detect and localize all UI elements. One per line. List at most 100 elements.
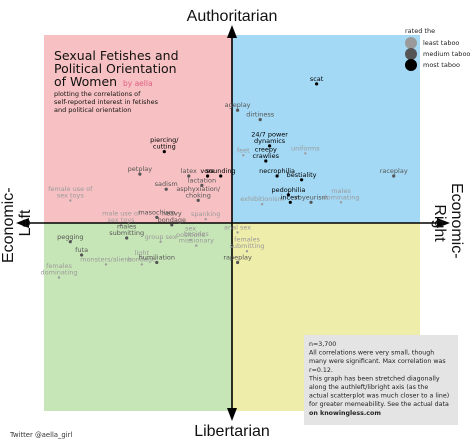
arrow-up-icon xyxy=(227,25,237,38)
point-label-futa: futa xyxy=(75,246,88,254)
axis-label-bottom: Libertarian xyxy=(194,423,270,440)
note-box: n=3,700 All correlations were very small,… xyxy=(304,335,458,425)
point-raceplay xyxy=(392,174,396,178)
point-label-24-7-power-dynamics: 24/7 power dynamics xyxy=(251,130,288,145)
point-asphyxiation-choking xyxy=(196,198,200,202)
legend: rated the least taboo medium taboo most … xyxy=(405,27,470,71)
note-line: n=3,700 xyxy=(309,341,336,348)
arrow-right-icon xyxy=(437,218,450,228)
point-label-females-dominating: females dominating xyxy=(41,262,78,277)
point-scat xyxy=(315,82,319,86)
point-uniforms xyxy=(304,152,307,155)
point-voyeurism xyxy=(309,200,313,204)
point-males-submitting xyxy=(125,236,129,240)
point-vore xyxy=(206,174,210,178)
point-creepy-crawlies xyxy=(264,159,268,163)
point-label-monsters-aliens: monsters/aliens xyxy=(80,255,132,263)
legend-label-least: least taboo xyxy=(423,39,459,47)
data-points: scat ageplay dirtiness 24/7 power dynamicsun… xyxy=(41,75,408,279)
point-label-vore: vore xyxy=(200,167,214,175)
point-label-females-submitting: females submitting xyxy=(230,236,265,251)
axis-label-right-line1: Economic- xyxy=(448,183,465,259)
point-petplay xyxy=(138,172,142,176)
legend-marker-medium xyxy=(405,48,417,60)
point-label-pedophilia: pedophilia xyxy=(271,186,305,194)
point-label-humiliation: humiliation xyxy=(139,254,175,262)
point-label-group-sex: group sex xyxy=(145,233,177,241)
point-label-anal-sex: anal sex xyxy=(224,223,251,231)
point-rapeplay xyxy=(236,260,240,265)
axis-label-right: Economic- Right xyxy=(431,183,465,263)
legend-label-medium: medium taboo xyxy=(423,50,470,58)
point-label-sadism: sadism xyxy=(155,180,178,188)
chart-subtitle-line2: self-reported interest in fetishes xyxy=(54,98,159,106)
chart-title-line1: Sexual Fetishes and xyxy=(54,48,179,63)
point-piercing-cutting xyxy=(162,150,166,154)
point-label-raceplay: raceplay xyxy=(380,167,408,175)
legend-title: rated the xyxy=(405,27,435,35)
point-label-lactation: lactation xyxy=(188,176,216,184)
axis-label-left: Economic- Left xyxy=(0,183,34,263)
chart-subtitle: plotting the correlations of self-report… xyxy=(54,90,160,114)
axis-label-left-line2: Left xyxy=(17,209,34,236)
point-label-besides-missionary: besides missionary xyxy=(179,230,214,245)
point-besides-missionary xyxy=(195,244,198,247)
point-pedophilia xyxy=(286,193,290,197)
point-label-masochism: masochism xyxy=(138,208,175,216)
legend-marker-most xyxy=(405,59,417,71)
arrow-down-icon xyxy=(227,408,237,421)
point-sounding xyxy=(219,174,223,178)
chart-title-line2: Political Orientation xyxy=(54,61,177,76)
point-label-latex: latex xyxy=(181,167,197,175)
quadrant-authoritarian-left xyxy=(44,35,232,223)
point-ageplay xyxy=(236,108,240,112)
axis-label-right-line2: Right xyxy=(431,204,448,242)
point-sadism xyxy=(164,187,168,191)
arrow-left-icon xyxy=(16,218,29,228)
point-sex-positions xyxy=(189,238,192,242)
note-line: along the authleft/libright axis (as the xyxy=(309,384,428,391)
point-label-petplay: petplay xyxy=(128,165,153,173)
chart-title: Sexual Fetishes and Political Orientatio… xyxy=(54,48,183,89)
point-futa xyxy=(80,253,84,257)
axis-label-left-line1: Economic- xyxy=(0,187,17,263)
point-label-males-submitting: males submitting xyxy=(109,223,144,238)
note-box-background xyxy=(304,335,458,425)
note-line: many were significant. Max correlation w… xyxy=(309,358,446,365)
point-exhibitionism xyxy=(260,203,264,206)
point-label-dirtiness: dirtiness xyxy=(246,111,274,119)
point-label-heavy-bondage: heavy bondage xyxy=(158,209,186,224)
point-label-sounding: sounding xyxy=(206,167,236,175)
point-label-feet: feet xyxy=(237,146,250,154)
point-light-bondage xyxy=(140,263,143,266)
point-label-scat: scat xyxy=(310,75,324,83)
point-females-submitting xyxy=(245,250,249,253)
point-spanking xyxy=(204,218,207,221)
point-label-ageplay: ageplay xyxy=(225,101,251,109)
point-label-rapeplay: rapeplay xyxy=(223,254,252,262)
note-text: n=3,700 All correlations were very small,… xyxy=(308,341,449,417)
point-incest xyxy=(288,200,292,204)
point-monsters-aliens xyxy=(104,263,108,266)
point-masochism xyxy=(155,215,159,219)
chart-subtitle-line1: plotting the correlations of xyxy=(54,90,141,98)
point-necrophilia xyxy=(275,174,279,178)
point-humiliation xyxy=(155,260,159,265)
point-label-exhibitionism: exhibitionism xyxy=(240,195,284,203)
point-label-uniforms: uniforms xyxy=(291,144,320,152)
point-label-necrophilia: necrophilia xyxy=(259,167,295,175)
point-label-pegging: pegging xyxy=(57,233,83,241)
credit: Twitter @aella_girl xyxy=(9,431,72,439)
note-line: on knowingless.com xyxy=(309,410,381,417)
point-feet xyxy=(242,154,245,157)
note-line: All correlations were very small, though xyxy=(309,350,434,357)
chart-subtitle-line3: and political orientation xyxy=(54,106,131,114)
point-label-creepy-crawlies: creepy crawlies xyxy=(253,146,280,161)
note-line: for greater memeability. See the actual … xyxy=(309,401,449,408)
point-males-dominating xyxy=(339,201,343,204)
point-label-voyeurism: voyeurism xyxy=(294,193,328,201)
chart-byline: by aella xyxy=(123,79,153,88)
point-heavy-bondage xyxy=(170,223,174,227)
chart-title-line3: of Women xyxy=(54,74,117,89)
